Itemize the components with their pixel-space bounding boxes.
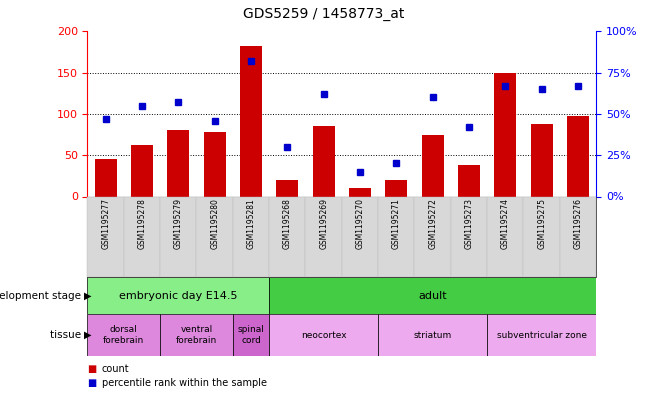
Bar xyxy=(487,314,596,356)
Bar xyxy=(378,314,487,356)
Text: spinal
cord: spinal cord xyxy=(238,325,264,345)
Text: ■: ■ xyxy=(87,378,97,388)
Text: GSM1195281: GSM1195281 xyxy=(246,198,255,249)
Text: GSM1195276: GSM1195276 xyxy=(573,198,583,250)
Bar xyxy=(160,314,233,356)
Text: adult: adult xyxy=(419,291,447,301)
Text: GSM1195275: GSM1195275 xyxy=(537,198,546,250)
Bar xyxy=(313,126,334,196)
Bar xyxy=(203,132,226,196)
Text: percentile rank within the sample: percentile rank within the sample xyxy=(102,378,267,388)
Bar xyxy=(87,277,269,314)
Bar xyxy=(269,314,378,356)
Text: GDS5259 / 1458773_at: GDS5259 / 1458773_at xyxy=(243,7,405,21)
Text: GSM1195274: GSM1195274 xyxy=(501,198,510,250)
Text: GSM1195280: GSM1195280 xyxy=(210,198,219,249)
Text: tissue: tissue xyxy=(50,330,84,340)
Text: GSM1195273: GSM1195273 xyxy=(465,198,474,250)
Text: GSM1195268: GSM1195268 xyxy=(283,198,292,249)
Text: embryonic day E14.5: embryonic day E14.5 xyxy=(119,291,238,301)
Text: count: count xyxy=(102,364,130,375)
Text: GSM1195270: GSM1195270 xyxy=(356,198,364,250)
Bar xyxy=(494,73,516,196)
Text: striatum: striatum xyxy=(413,331,452,340)
Bar xyxy=(240,46,262,196)
Bar xyxy=(87,314,160,356)
Text: GSM1195271: GSM1195271 xyxy=(392,198,401,249)
Text: GSM1195269: GSM1195269 xyxy=(319,198,328,250)
Text: ▶: ▶ xyxy=(84,291,92,301)
Text: ▶: ▶ xyxy=(84,330,92,340)
Text: ventral
forebrain: ventral forebrain xyxy=(176,325,217,345)
Text: GSM1195278: GSM1195278 xyxy=(137,198,146,249)
Text: subventricular zone: subventricular zone xyxy=(496,331,586,340)
Bar xyxy=(349,188,371,196)
Text: development stage: development stage xyxy=(0,291,84,301)
Bar xyxy=(233,314,269,356)
Text: neocortex: neocortex xyxy=(301,331,347,340)
Bar xyxy=(458,165,480,196)
Bar xyxy=(269,277,596,314)
Bar xyxy=(531,124,553,196)
Text: dorsal
forebrain: dorsal forebrain xyxy=(103,325,145,345)
Bar xyxy=(567,116,589,196)
Bar xyxy=(95,160,117,196)
Bar xyxy=(131,145,153,196)
Bar xyxy=(386,180,407,196)
Text: ■: ■ xyxy=(87,364,97,375)
Text: GSM1195277: GSM1195277 xyxy=(101,198,110,250)
Text: GSM1195272: GSM1195272 xyxy=(428,198,437,249)
Bar xyxy=(422,134,443,196)
Bar xyxy=(277,180,298,196)
Bar xyxy=(167,130,189,196)
Text: GSM1195279: GSM1195279 xyxy=(174,198,183,250)
